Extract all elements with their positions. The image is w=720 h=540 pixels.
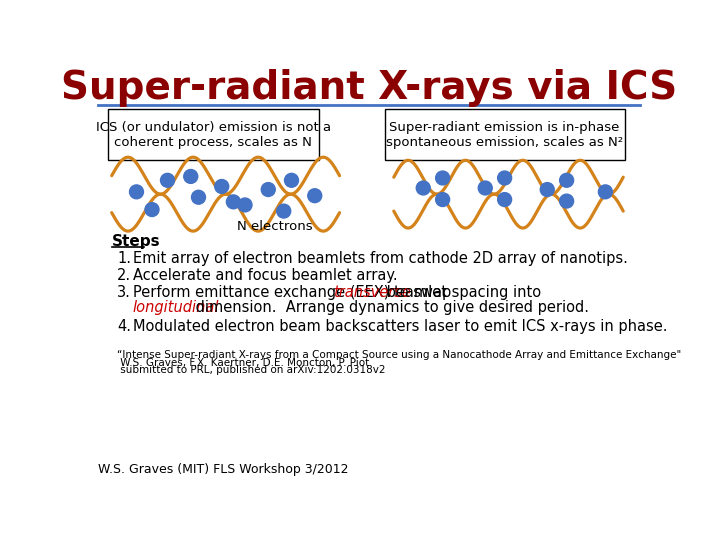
- Text: N electrons: N electrons: [237, 220, 312, 233]
- FancyBboxPatch shape: [385, 110, 625, 160]
- Text: 4.: 4.: [117, 319, 131, 334]
- Circle shape: [130, 185, 143, 199]
- Circle shape: [276, 204, 291, 218]
- Text: Perform emittance exchange (EEX) to swap: Perform emittance exchange (EEX) to swap: [132, 285, 456, 300]
- FancyBboxPatch shape: [108, 110, 319, 160]
- Circle shape: [161, 173, 174, 187]
- Circle shape: [184, 170, 198, 184]
- Text: Emit array of electron beamlets from cathode 2D array of nanotips.: Emit array of electron beamlets from cat…: [132, 251, 628, 266]
- Text: Super-radiant X-rays via ICS: Super-radiant X-rays via ICS: [61, 69, 677, 107]
- Circle shape: [436, 171, 449, 185]
- Text: dimension.  Arrange dynamics to give desired period.: dimension. Arrange dynamics to give desi…: [192, 300, 589, 315]
- Text: submitted to PRL, published on arXiv:1202.0318v2: submitted to PRL, published on arXiv:120…: [117, 366, 386, 375]
- Text: W.S. Graves (MIT) FLS Workshop 3/2012: W.S. Graves (MIT) FLS Workshop 3/2012: [98, 463, 348, 476]
- Circle shape: [261, 183, 275, 197]
- Text: ICS (or undulator) emission is not a
coherent process, scales as N: ICS (or undulator) emission is not a coh…: [96, 121, 330, 149]
- Text: Accelerate and focus beamlet array.: Accelerate and focus beamlet array.: [132, 268, 397, 284]
- Circle shape: [215, 179, 229, 193]
- Text: Super-radiant emission is in-phase
spontaneous emission, scales as N²: Super-radiant emission is in-phase spont…: [386, 121, 624, 149]
- Circle shape: [238, 198, 252, 212]
- Circle shape: [192, 190, 205, 204]
- Circle shape: [559, 173, 574, 187]
- Text: W.S. Graves, F.X. Kaertner, D.E. Moncton, P. Piot: W.S. Graves, F.X. Kaertner, D.E. Moncton…: [117, 358, 369, 368]
- Text: beamlet spacing into: beamlet spacing into: [382, 285, 541, 300]
- Circle shape: [498, 193, 512, 206]
- Text: longitudinal: longitudinal: [132, 300, 219, 315]
- Circle shape: [226, 195, 240, 209]
- Circle shape: [284, 173, 299, 187]
- Text: 3.: 3.: [117, 285, 131, 300]
- Circle shape: [436, 193, 449, 206]
- Circle shape: [498, 171, 512, 185]
- Circle shape: [307, 189, 322, 202]
- Circle shape: [145, 202, 159, 217]
- Circle shape: [478, 181, 492, 195]
- Circle shape: [559, 194, 574, 208]
- Text: 2.: 2.: [117, 268, 131, 284]
- Text: Steps: Steps: [112, 234, 161, 249]
- Circle shape: [540, 183, 554, 197]
- Text: “Intense Super-radiant X-rays from a Compact Source using a Nanocathode Array an: “Intense Super-radiant X-rays from a Com…: [117, 350, 681, 360]
- Circle shape: [598, 185, 612, 199]
- Text: Modulated electron beam backscatters laser to emit ICS x-rays in phase.: Modulated electron beam backscatters las…: [132, 319, 667, 334]
- Text: 1.: 1.: [117, 251, 131, 266]
- Text: transverse: transverse: [333, 285, 410, 300]
- Circle shape: [416, 181, 431, 195]
